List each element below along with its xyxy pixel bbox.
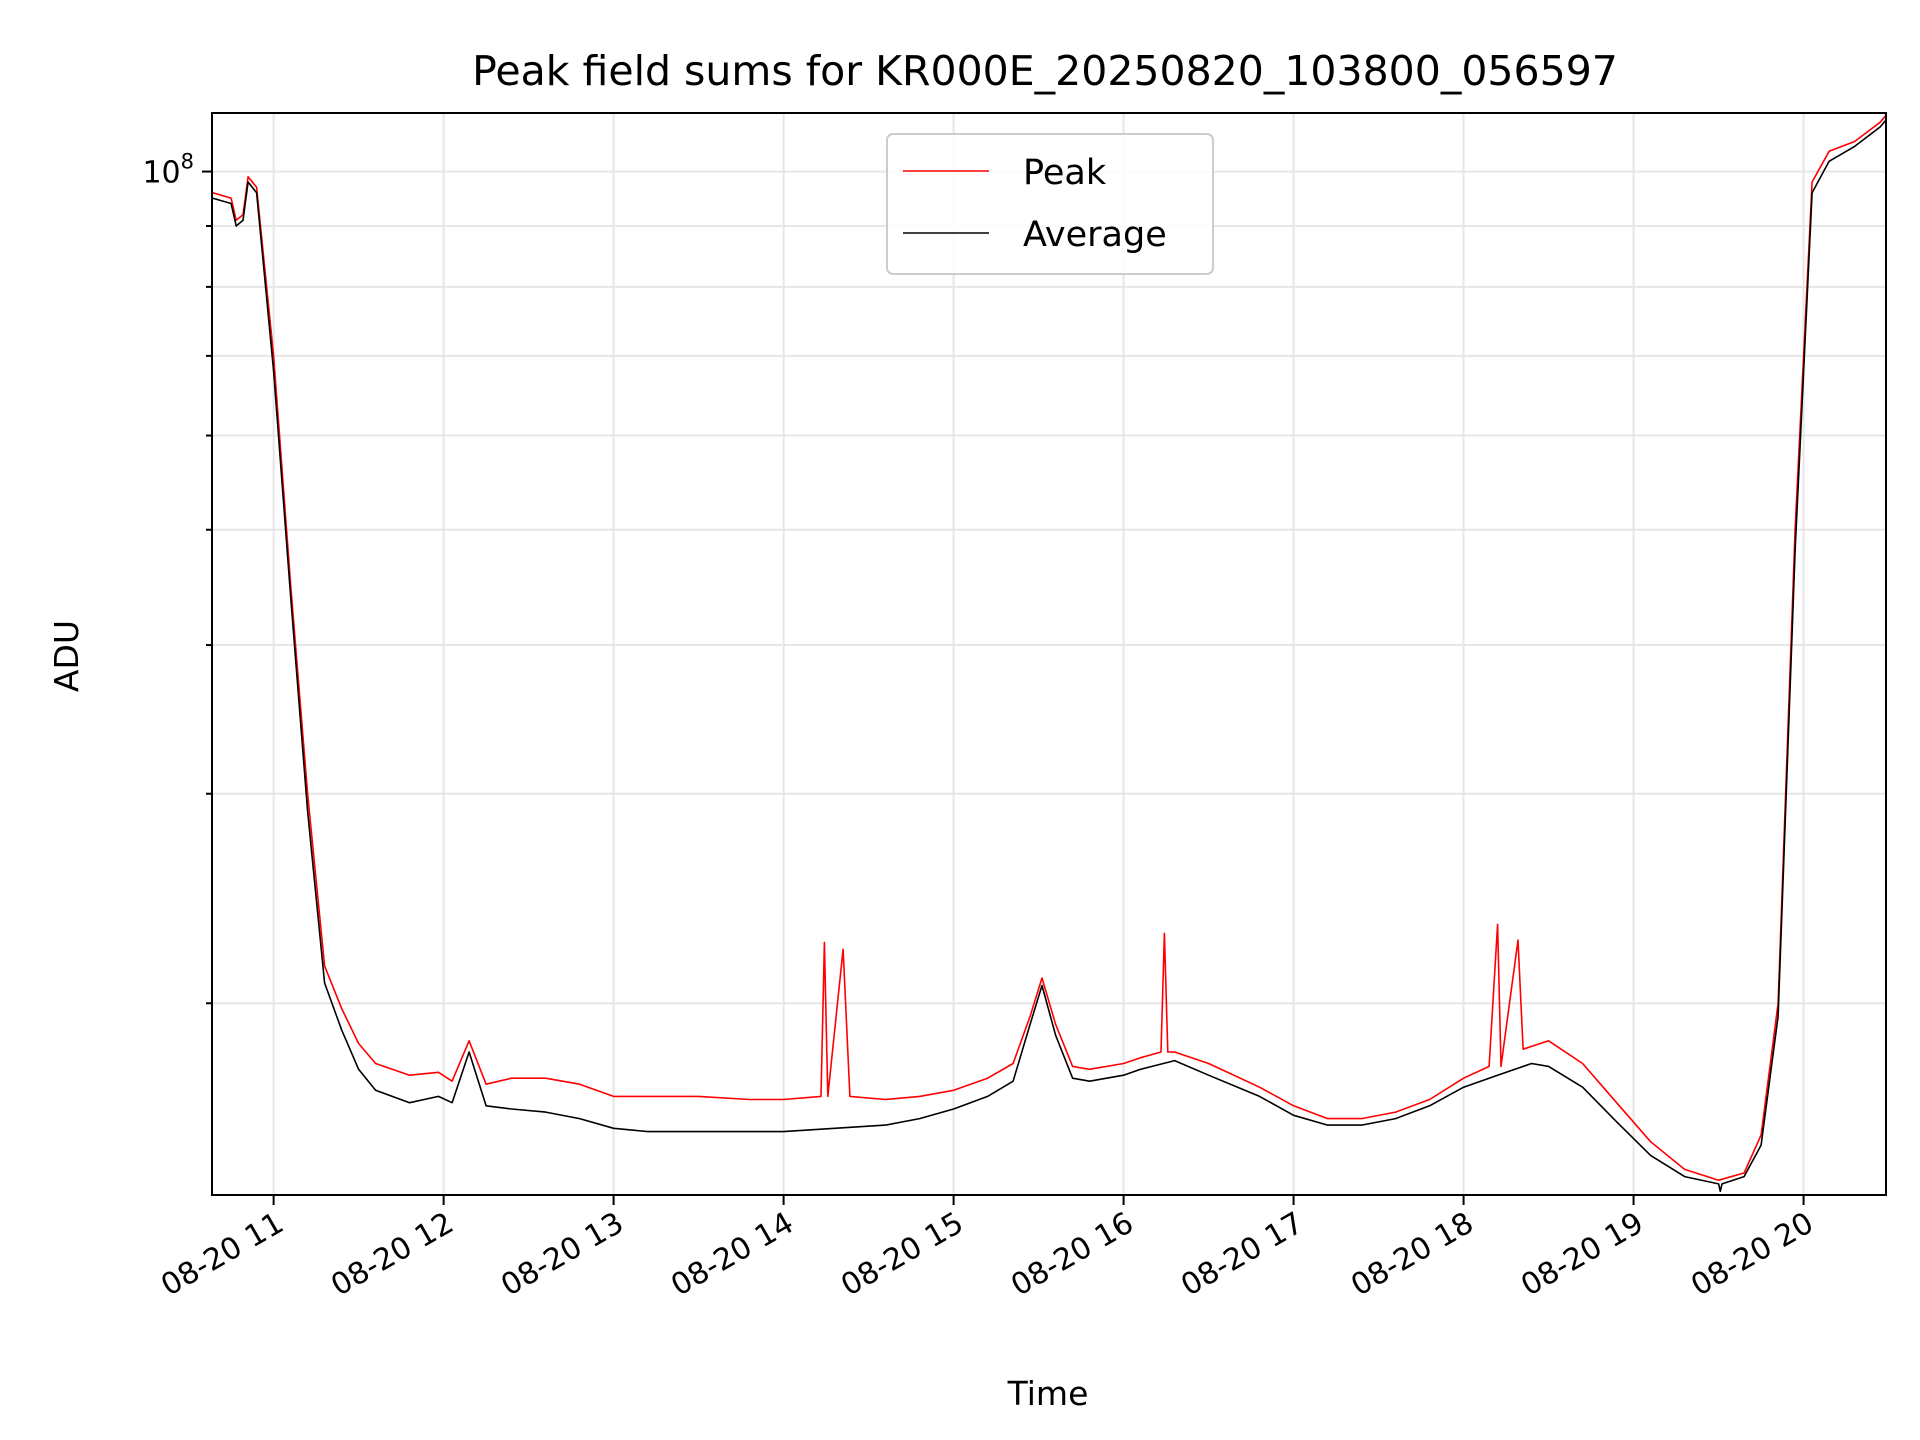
legend-label-average: Average [1023, 215, 1167, 255]
plot-frame [211, 112, 1887, 1196]
series-line-average [212, 119, 1887, 1193]
x-axis-label: Time [1007, 1374, 1089, 1413]
legend-label-peak: Peak [1023, 153, 1107, 193]
series-lines [212, 114, 1887, 1193]
y-axis-label: ADU [47, 620, 86, 692]
legend: Peak Average [886, 133, 1214, 275]
gridlines [212, 113, 1886, 1195]
legend-box [886, 133, 1214, 275]
plot-background [212, 113, 1886, 1195]
plot-area: 08-20 11 08-20 12 08-20 13 08-20 14 08-20 15… [142, 112, 1887, 1303]
chart-title: Peak field sums for KR000E_20250820_1038… [472, 47, 1618, 95]
y-tick-label: 108 [142, 150, 194, 191]
series-line-peak [212, 114, 1887, 1181]
y-axis-ticks: 108 [142, 150, 212, 1005]
